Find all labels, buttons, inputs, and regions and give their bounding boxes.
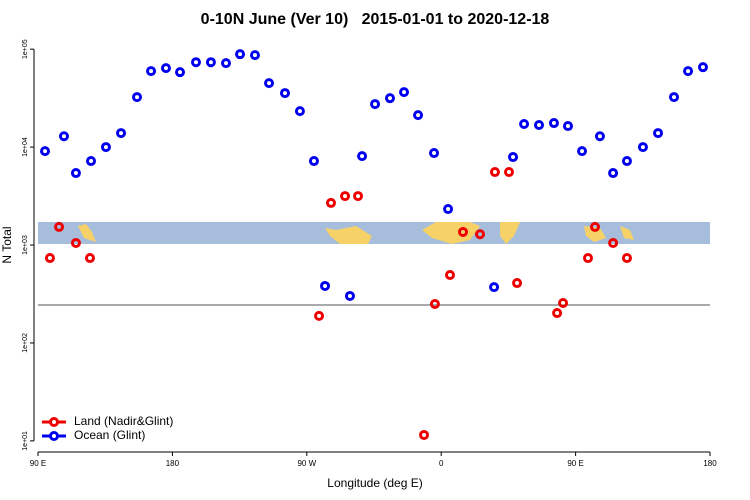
point xyxy=(558,297,569,308)
point xyxy=(116,128,127,139)
y-tick-label: 1e+03 xyxy=(22,235,29,255)
point xyxy=(146,66,157,77)
point xyxy=(325,197,336,208)
point xyxy=(653,128,664,139)
legend-label: Ocean (Glint) xyxy=(74,428,145,442)
point xyxy=(669,92,680,103)
chart-title: 0-10N June (Ver 10) 2015-01-01 to 2020-1… xyxy=(201,11,550,28)
x-tick-label: 90 W xyxy=(297,459,316,468)
point xyxy=(264,78,275,89)
point xyxy=(512,278,523,289)
legend-marker xyxy=(49,431,59,441)
point xyxy=(249,50,260,61)
point xyxy=(175,67,186,78)
point xyxy=(320,280,331,291)
point xyxy=(429,298,440,309)
y-axis-label: N Total xyxy=(0,226,14,263)
point xyxy=(44,253,55,264)
point xyxy=(308,156,319,167)
point xyxy=(132,92,143,103)
point xyxy=(58,131,69,142)
point xyxy=(429,148,440,159)
legend-label: Land (Nadir&Glint) xyxy=(74,414,173,428)
point xyxy=(70,168,81,179)
x-tick-label: 0 xyxy=(439,459,444,468)
point xyxy=(314,310,325,321)
point xyxy=(508,152,519,163)
point xyxy=(160,63,171,74)
point xyxy=(54,221,65,232)
point xyxy=(370,99,381,110)
y-tick-label: 1e+04 xyxy=(22,137,29,157)
point xyxy=(445,270,456,281)
point xyxy=(621,156,632,167)
point xyxy=(100,142,111,153)
point xyxy=(562,121,573,132)
point xyxy=(205,57,216,68)
point xyxy=(489,282,500,293)
y-tick-label: 1e+05 xyxy=(22,39,29,59)
point xyxy=(608,237,619,248)
x-tick-label: 90 E xyxy=(567,459,583,468)
x-tick-label: 180 xyxy=(703,459,717,468)
point xyxy=(190,57,201,68)
point xyxy=(353,191,364,202)
point xyxy=(590,221,601,232)
point xyxy=(221,58,232,69)
map-strip xyxy=(38,222,710,244)
point xyxy=(503,167,514,178)
point xyxy=(384,93,395,104)
point xyxy=(582,253,593,264)
point xyxy=(683,66,694,77)
point xyxy=(279,88,290,99)
point xyxy=(84,253,95,264)
point xyxy=(399,87,410,98)
point xyxy=(552,308,563,319)
point xyxy=(594,131,605,142)
point xyxy=(294,106,305,117)
point xyxy=(413,110,424,121)
point xyxy=(697,62,708,73)
x-axis-label: Longitude (deg E) xyxy=(327,476,422,490)
point xyxy=(344,290,355,301)
point xyxy=(86,156,97,167)
point xyxy=(419,429,430,440)
legend-marker xyxy=(49,417,59,427)
point xyxy=(458,226,469,237)
point xyxy=(608,168,619,179)
point xyxy=(577,146,588,157)
point xyxy=(357,151,368,162)
x-tick-label: 180 xyxy=(166,459,180,468)
x-tick-label: 90 E xyxy=(30,459,46,468)
point xyxy=(519,119,530,130)
point xyxy=(40,146,51,157)
point xyxy=(489,167,500,178)
point xyxy=(235,49,246,60)
y-tick-label: 1e+01 xyxy=(22,431,29,451)
point xyxy=(637,142,648,153)
point xyxy=(534,120,545,131)
point xyxy=(443,204,454,215)
point xyxy=(475,229,486,240)
point xyxy=(70,237,81,248)
point xyxy=(340,191,351,202)
y-tick-label: 1e+02 xyxy=(22,333,29,353)
point xyxy=(621,253,632,264)
point xyxy=(548,118,559,129)
